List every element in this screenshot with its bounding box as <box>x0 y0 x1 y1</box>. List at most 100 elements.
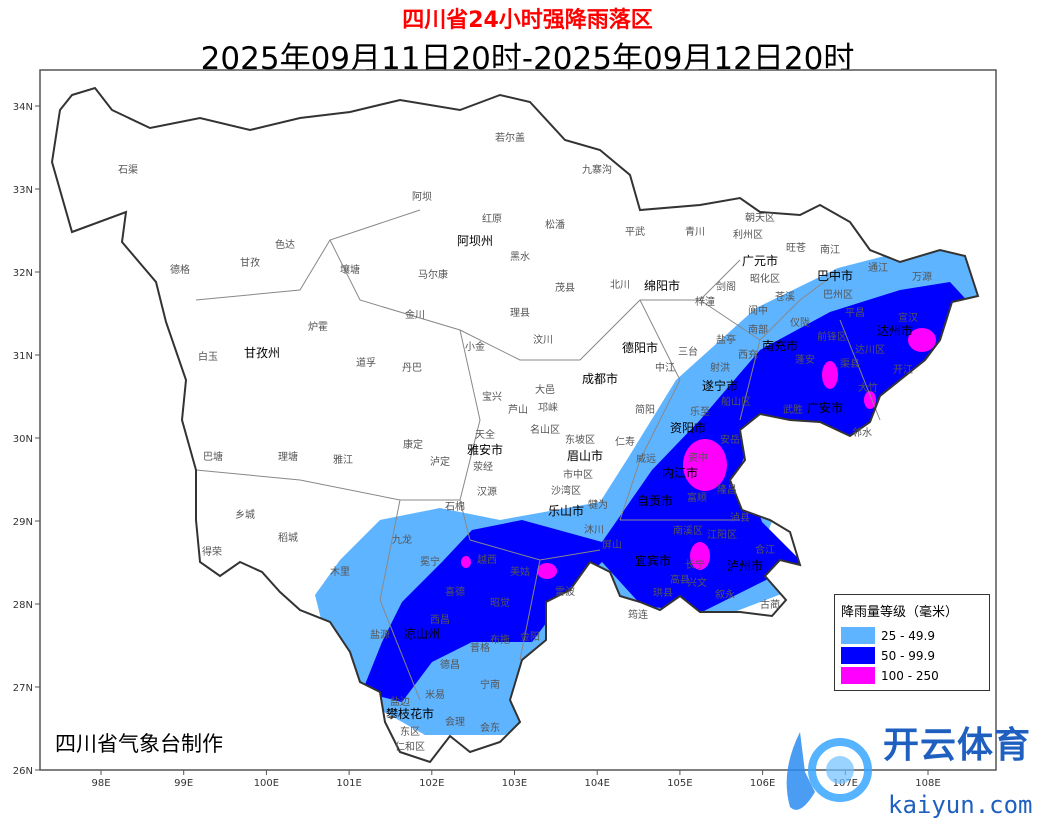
county-label: 市中区 <box>563 468 593 481</box>
county-label: 安岳 <box>720 433 740 446</box>
county-label: 炉霍 <box>308 321 328 333</box>
x-tick-label: 103E <box>502 778 527 789</box>
county-label: 沐川 <box>584 523 604 536</box>
county-label: 前锋区 <box>817 330 847 343</box>
prefecture-label: 宜宾市 <box>635 553 671 568</box>
x-tick-label: 98E <box>91 778 110 789</box>
county-label: 开江 <box>893 364 913 376</box>
county-label: 理塘 <box>278 450 298 463</box>
county-label: 东坡区 <box>565 433 595 446</box>
legend: 降雨量等级（毫米） 25 - 49.9 50 - 99.9 100 - 250 <box>834 594 990 691</box>
county-label: 中江 <box>655 361 675 374</box>
prefecture-label: 眉山市 <box>567 448 603 463</box>
county-label: 阿坝 <box>412 191 432 203</box>
county-label: 万源 <box>912 270 932 283</box>
county-label: 会理 <box>445 715 465 728</box>
county-label: 越西 <box>477 553 497 566</box>
county-label: 金川 <box>405 308 425 321</box>
x-tick-label: 106E <box>750 778 775 789</box>
county-label: 东区 <box>400 725 420 738</box>
county-label: 叙永 <box>715 588 735 601</box>
county-label: 长宁 <box>685 558 705 571</box>
county-label: 巴州区 <box>823 289 853 301</box>
county-label: 威远 <box>636 452 656 465</box>
county-label: 美姑 <box>510 565 530 578</box>
county-label: 米易 <box>425 688 445 701</box>
boundary-line <box>699 269 841 341</box>
county-label: 梓潼 <box>695 295 715 308</box>
legend-label: 100 - 250 <box>881 668 939 683</box>
county-label: 平昌 <box>845 307 865 319</box>
county-label: 利州区 <box>733 229 763 241</box>
county-label: 木里 <box>330 566 350 578</box>
county-label: 康定 <box>403 438 423 451</box>
county-label: 喜德 <box>445 585 465 598</box>
rain-spot-100-250 <box>908 328 936 352</box>
county-boundaries <box>195 209 881 701</box>
boundary-line <box>519 559 541 661</box>
county-label: 乡城 <box>235 509 255 521</box>
county-label: 朝天区 <box>745 212 775 224</box>
county-label: 昭觉 <box>490 597 510 609</box>
county-label: 小金 <box>465 340 485 353</box>
logo-k-icon <box>786 732 872 810</box>
prefecture-label: 阿坝州 <box>457 234 493 248</box>
county-label: 石渠 <box>118 164 138 176</box>
county-label: 珙县 <box>653 587 673 599</box>
county-label: 若尔盖 <box>495 131 525 144</box>
county-label: 天全 <box>475 428 495 441</box>
county-label: 茂县 <box>555 281 575 294</box>
county-label: 古蔺 <box>760 598 780 611</box>
county-label: 马尔康 <box>418 268 448 281</box>
x-tick-label: 99E <box>174 778 193 789</box>
county-label: 白玉 <box>198 350 218 363</box>
prefecture-label: 泸州市 <box>727 558 763 573</box>
county-label: 得荣 <box>202 546 222 558</box>
prefecture-label: 广安市 <box>807 400 843 415</box>
prefecture-label: 巴中市 <box>817 268 853 283</box>
county-label: 三台 <box>678 345 698 358</box>
county-label: 南江 <box>820 243 840 256</box>
county-label: 芦山 <box>508 404 528 416</box>
y-tick-label: 26N <box>13 766 33 777</box>
county-label: 昭化区 <box>750 272 780 285</box>
county-label: 会东 <box>480 721 500 734</box>
county-label: 平武 <box>625 225 645 238</box>
y-tick-label: 34N <box>13 102 33 113</box>
county-label: 苍溪 <box>775 290 795 303</box>
prefecture-label: 遂宁市 <box>702 378 738 393</box>
prefecture-label: 广元市 <box>742 253 778 268</box>
y-tick-label: 29N <box>13 517 33 528</box>
map-title: 四川省24小时强降雨落区 <box>402 8 653 33</box>
county-label: 高县 <box>670 573 690 586</box>
county-label: 巴塘 <box>203 450 223 463</box>
x-tick-label: 104E <box>584 778 609 789</box>
boundary-line <box>195 209 421 301</box>
county-label: 松潘 <box>545 218 565 231</box>
legend-swatch <box>841 647 875 664</box>
county-label: 稻城 <box>278 532 298 544</box>
y-tick-label: 33N <box>13 185 33 196</box>
county-label: 宝兴 <box>482 390 502 403</box>
county-label: 合江 <box>755 543 775 556</box>
prefecture-label: 内江市 <box>662 465 698 480</box>
county-label: 丹巴 <box>402 362 422 374</box>
county-label: 黑水 <box>510 251 530 263</box>
county-label: 名山区 <box>530 423 560 436</box>
x-tick-label: 100E <box>254 778 279 789</box>
county-label: 剑阁 <box>716 280 736 293</box>
county-label: 筠连 <box>628 608 648 621</box>
watermark-logo: 开云体育 kaiyun.com <box>770 722 1055 821</box>
county-label: 仁和区 <box>395 741 425 753</box>
county-label: 邻水 <box>852 426 872 439</box>
x-tick-label: 101E <box>336 778 361 789</box>
county-label: 普格 <box>470 641 490 654</box>
watermark-cn: 开云体育 <box>883 725 1032 766</box>
county-label: 旺苍 <box>786 241 806 254</box>
county-label: 渠县 <box>840 358 860 370</box>
legend-swatch <box>841 667 875 684</box>
county-label: 通江 <box>868 262 888 274</box>
county-label: 屏山 <box>602 539 622 551</box>
